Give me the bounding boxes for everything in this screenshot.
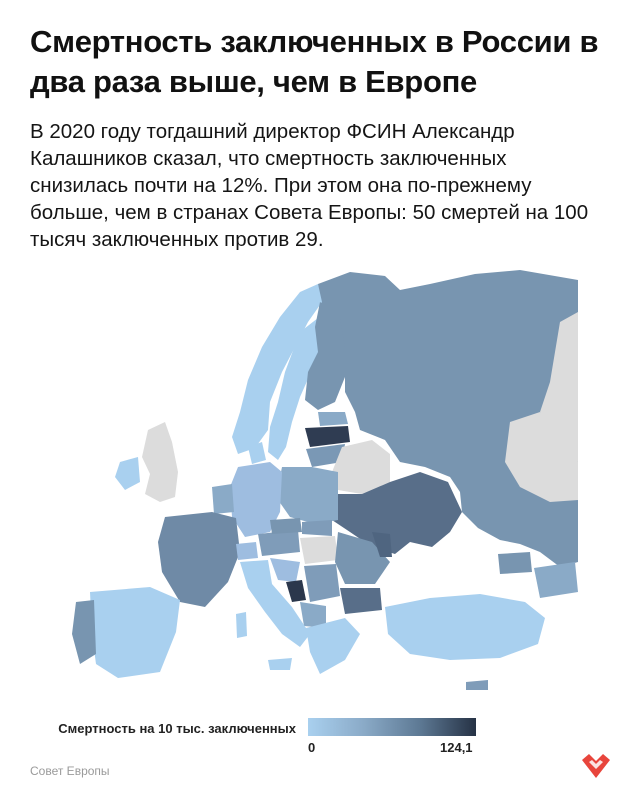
region-lithuania	[306, 444, 345, 467]
source-credit: Совет Европы	[30, 764, 110, 778]
region-denmark	[248, 442, 266, 464]
region-serbia	[304, 564, 340, 602]
region-albania-mk	[300, 602, 326, 628]
region-czechia	[270, 518, 302, 534]
region-sweden	[268, 318, 325, 460]
region-italy	[240, 560, 310, 647]
region-latvia	[305, 426, 350, 447]
region-no-data-kazakhstan	[505, 412, 578, 502]
region-spain	[90, 587, 180, 678]
heart-mark-icon	[582, 754, 610, 778]
region-greece	[306, 618, 360, 674]
region-georgia	[498, 552, 532, 574]
region-switzerland	[236, 542, 258, 560]
region-bosnia	[286, 580, 306, 602]
legend-color-scale	[308, 718, 476, 736]
lead-text: В 2020 году тогдашний директор ФСИН Алек…	[30, 120, 589, 251]
region-poland	[276, 467, 338, 524]
region-finland	[305, 302, 345, 410]
region-romania	[335, 532, 390, 584]
region-belarus	[332, 440, 390, 494]
region-slovakia	[302, 520, 332, 536]
region-hungary	[300, 536, 338, 564]
legend-min-value: 0	[308, 740, 316, 755]
region-germany	[230, 462, 282, 537]
region-ukraine	[332, 472, 462, 554]
europe-choropleth-map	[72, 270, 578, 690]
region-cyprus	[466, 680, 488, 690]
region-armenia-az	[534, 562, 578, 598]
legend-title: Смертность на 10 тыс. заключенных	[58, 721, 296, 736]
region-ireland	[115, 457, 140, 490]
region-norway	[232, 284, 322, 454]
region-benelux	[212, 484, 234, 514]
region-turkey	[385, 594, 545, 660]
region-no-data-east	[540, 312, 578, 462]
region-france	[158, 512, 240, 607]
region-austria	[258, 530, 300, 556]
region-portugal	[72, 600, 96, 664]
legend-max-value: 124,1	[440, 740, 473, 755]
region-sicily	[268, 658, 292, 670]
headline: Смертность заключенных в России в два ра…	[30, 24, 599, 99]
region-estonia	[318, 412, 348, 426]
region-uk	[142, 422, 178, 502]
region-sardinia	[236, 612, 247, 638]
region-slovenia-croatia	[270, 558, 300, 582]
region-bulgaria	[340, 588, 382, 614]
region-russia	[318, 270, 578, 567]
region-moldova	[372, 532, 392, 557]
